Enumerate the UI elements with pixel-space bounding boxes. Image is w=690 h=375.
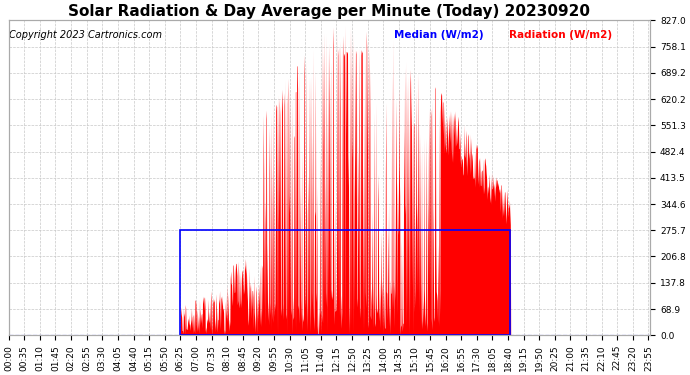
Text: Median (W/m2): Median (W/m2) bbox=[393, 30, 483, 40]
Text: Copyright 2023 Cartronics.com: Copyright 2023 Cartronics.com bbox=[9, 30, 162, 40]
Bar bbox=[180, 230, 510, 335]
Text: Radiation (W/m2): Radiation (W/m2) bbox=[509, 30, 612, 40]
Title: Solar Radiation & Day Average per Minute (Today) 20230920: Solar Radiation & Day Average per Minute… bbox=[68, 4, 591, 19]
